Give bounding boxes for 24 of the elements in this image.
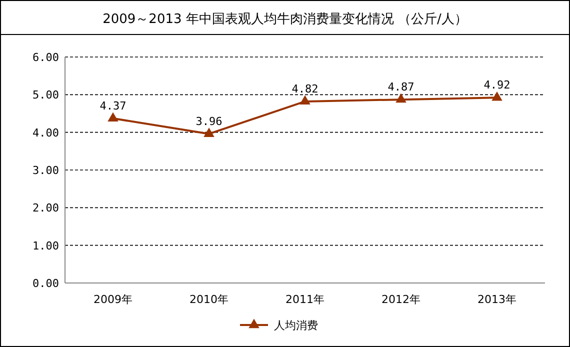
data-label: 4.87 (388, 80, 414, 94)
y-tick-label: 1.00 (32, 239, 59, 252)
x-tick-label: 2009年 (94, 293, 132, 306)
legend-label: 人均消费 (274, 319, 318, 332)
point (108, 112, 118, 122)
data-label: 4.37 (100, 99, 126, 112)
point (300, 95, 310, 105)
x-tick-label: 2011年 (286, 293, 324, 306)
y-tick-label: 3.00 (32, 164, 59, 177)
point (204, 128, 214, 137)
x-tick-label: 2012年 (382, 293, 420, 306)
y-tick-label: 6.00 (32, 51, 59, 64)
y-tick-label: 4.00 (32, 126, 59, 140)
chart-title: 2009～2013 年中国表观人均牛肉消费量变化情况 （公斤/人） (102, 12, 468, 27)
y-tick-label: 2.00 (32, 202, 59, 215)
data-label: 4.92 (484, 78, 510, 92)
x-tick-label: 2010年 (190, 293, 228, 306)
x-tick-label: 2013年 (478, 293, 516, 306)
data-label: 4.82 (292, 82, 318, 96)
point (396, 93, 406, 103)
point (492, 91, 502, 101)
data-label: 3.96 (196, 114, 222, 128)
y-tick-label: 5.00 (32, 88, 59, 102)
y-tick-label: 0.00 (32, 277, 59, 290)
